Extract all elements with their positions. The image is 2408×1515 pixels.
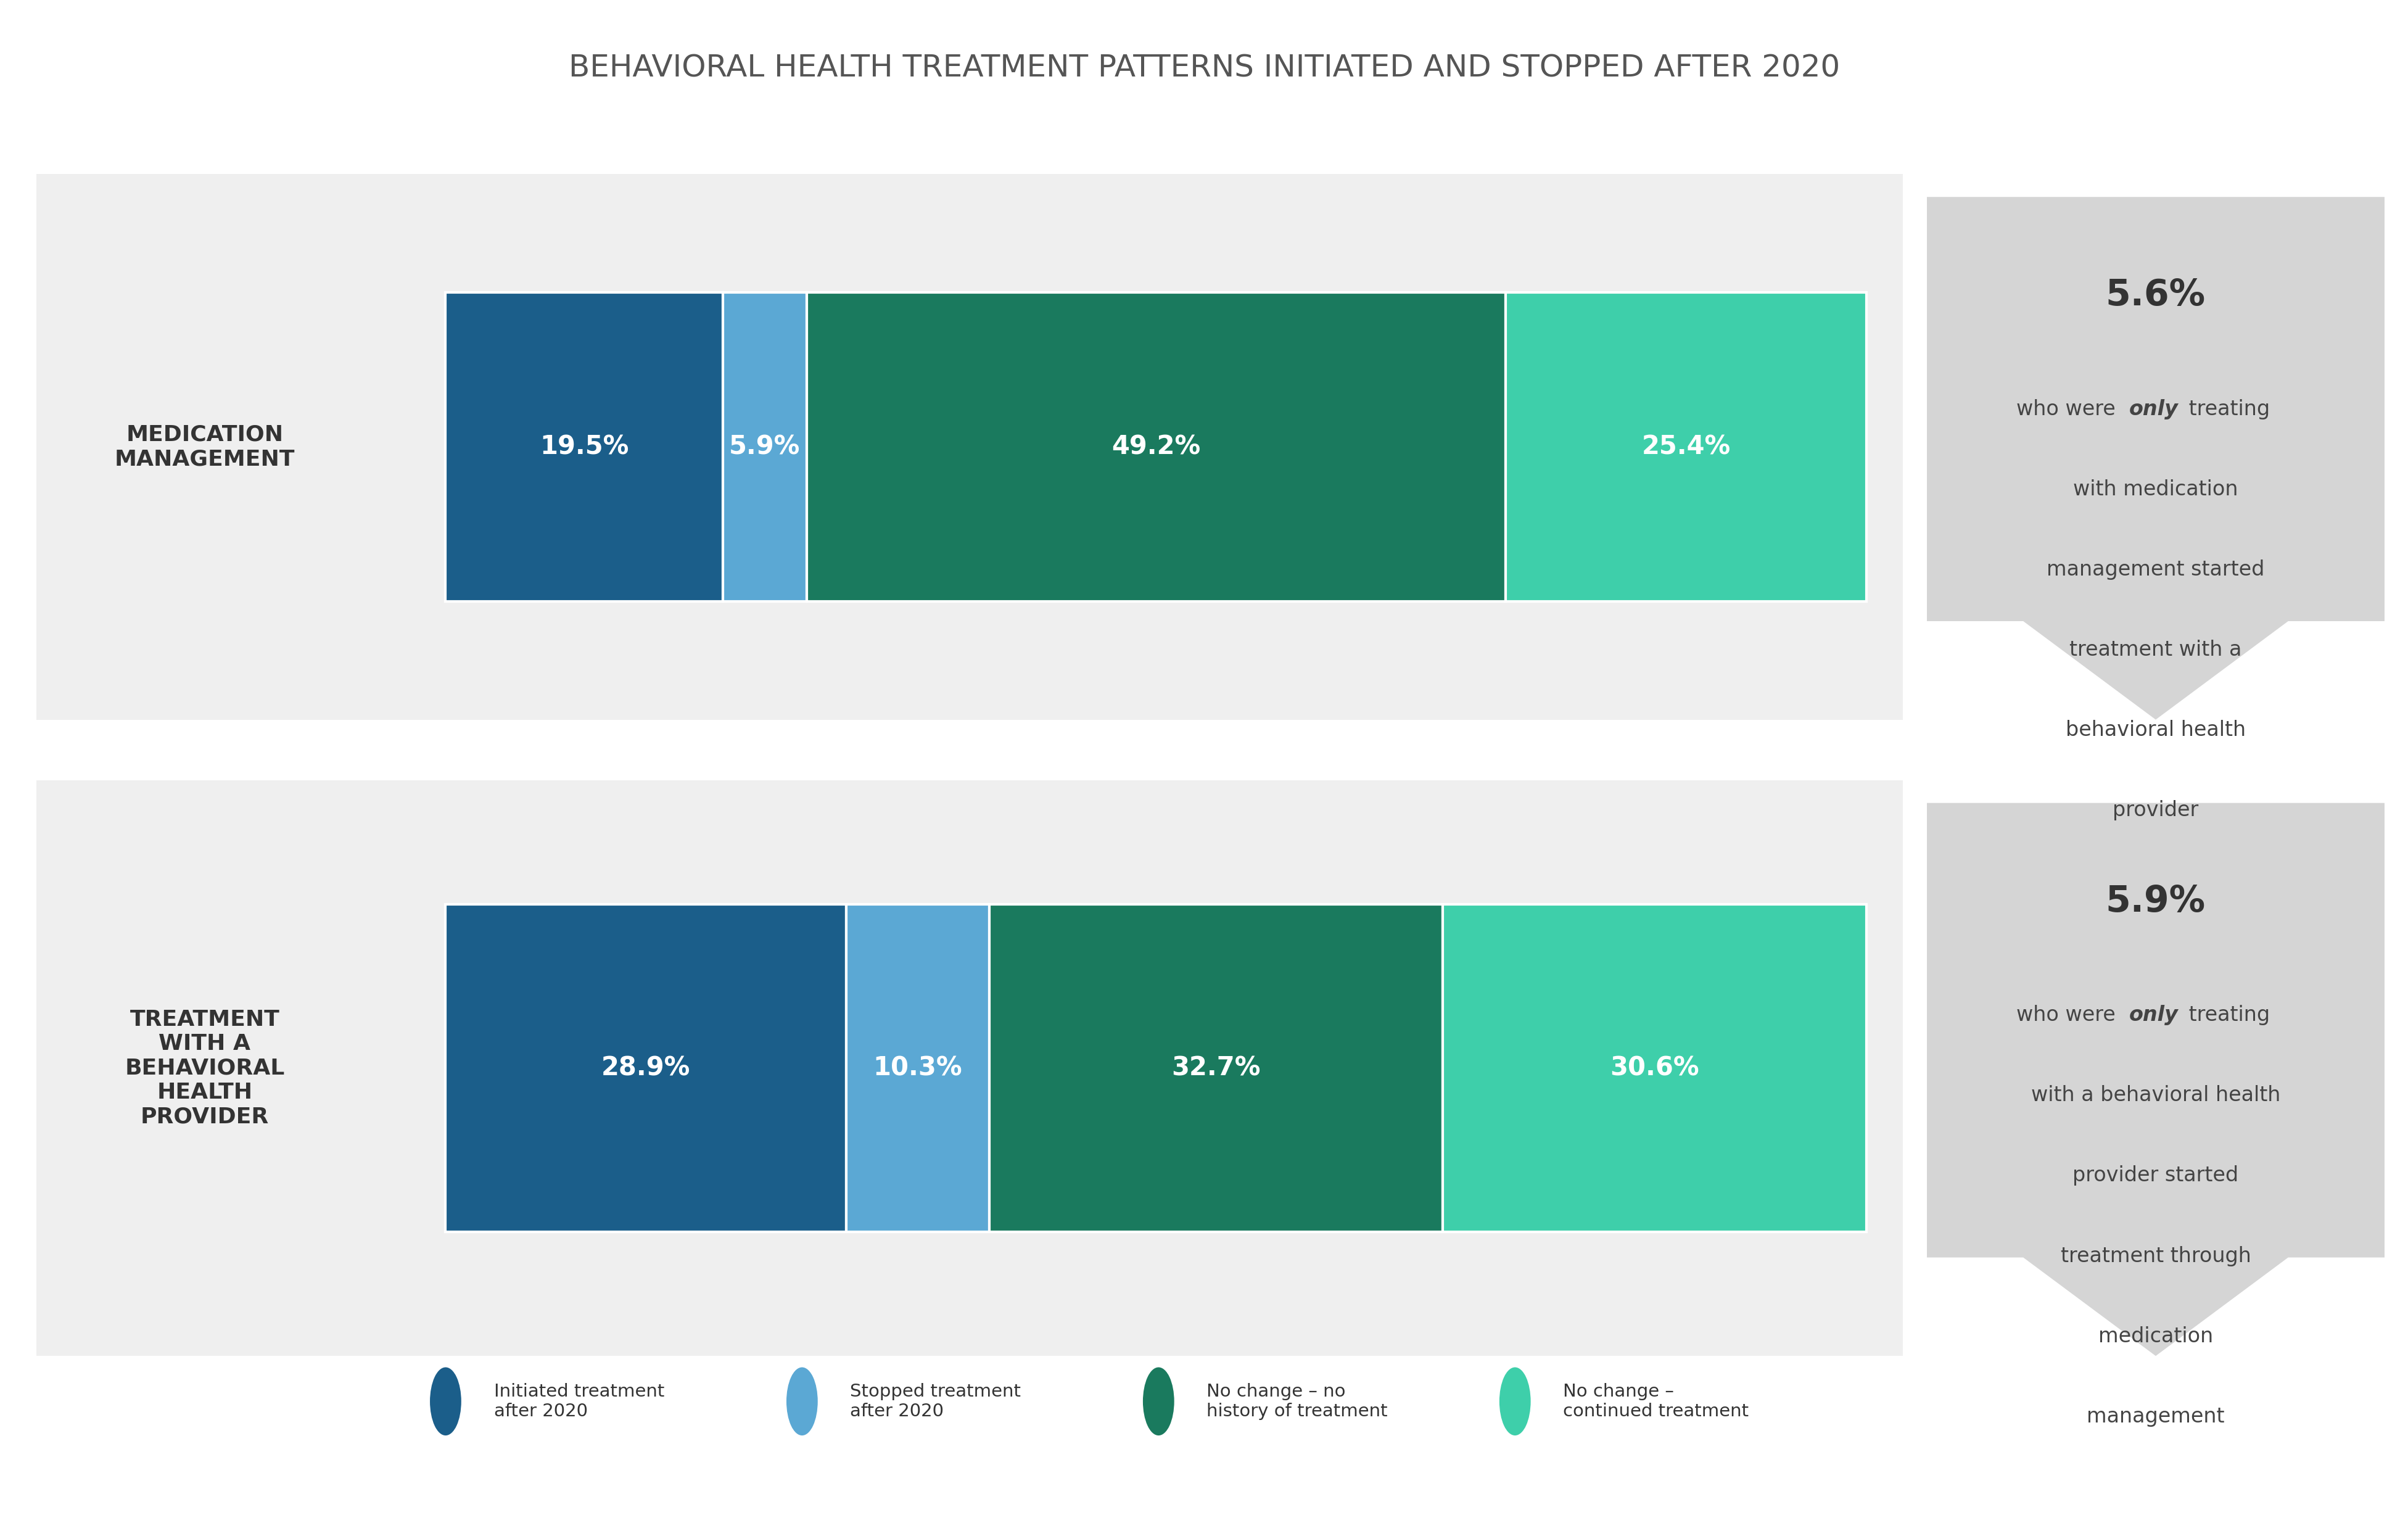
FancyBboxPatch shape — [845, 904, 990, 1232]
Text: 10.3%: 10.3% — [872, 1054, 963, 1082]
Text: only: only — [2129, 1004, 2177, 1026]
FancyBboxPatch shape — [990, 904, 1442, 1232]
Text: 19.5%: 19.5% — [539, 433, 628, 461]
Text: treatment through: treatment through — [2059, 1245, 2251, 1267]
Text: MEDICATION
MANAGEMENT: MEDICATION MANAGEMENT — [116, 424, 294, 470]
Text: with a behavioral health: with a behavioral health — [2030, 1085, 2280, 1106]
Polygon shape — [1926, 803, 2384, 1356]
Text: 49.2%: 49.2% — [1112, 433, 1199, 461]
Text: 28.9%: 28.9% — [602, 1054, 691, 1082]
FancyBboxPatch shape — [807, 292, 1505, 601]
FancyBboxPatch shape — [722, 292, 807, 601]
Ellipse shape — [1498, 1367, 1531, 1436]
Text: provider started: provider started — [2073, 1165, 2237, 1186]
Ellipse shape — [429, 1367, 462, 1436]
Text: provider: provider — [2112, 800, 2199, 821]
FancyBboxPatch shape — [36, 174, 1902, 720]
Text: TREATMENT
WITH A
BEHAVIORAL
HEALTH
PROVIDER: TREATMENT WITH A BEHAVIORAL HEALTH PROVI… — [125, 1009, 284, 1127]
Text: Initiated treatment
after 2020: Initiated treatment after 2020 — [494, 1383, 665, 1420]
Text: Stopped treatment
after 2020: Stopped treatment after 2020 — [850, 1383, 1021, 1420]
Text: 30.6%: 30.6% — [1609, 1054, 1698, 1082]
Text: treating: treating — [2182, 398, 2268, 420]
Text: treatment with a: treatment with a — [2068, 639, 2242, 661]
Text: No change – no
history of treatment: No change – no history of treatment — [1206, 1383, 1387, 1420]
Text: management: management — [2085, 1406, 2225, 1427]
Text: 5.6%: 5.6% — [2105, 277, 2206, 314]
Text: who were: who were — [2015, 398, 2121, 420]
Text: 5.9%: 5.9% — [2105, 883, 2206, 920]
Ellipse shape — [785, 1367, 816, 1436]
Text: treating: treating — [2182, 1004, 2268, 1026]
Text: 5.9%: 5.9% — [730, 433, 799, 461]
FancyBboxPatch shape — [36, 780, 1902, 1356]
FancyBboxPatch shape — [445, 904, 845, 1232]
FancyBboxPatch shape — [445, 292, 722, 601]
Text: 32.7%: 32.7% — [1170, 1054, 1259, 1082]
Text: behavioral health: behavioral health — [2066, 720, 2244, 741]
Polygon shape — [1926, 197, 2384, 720]
Ellipse shape — [1141, 1367, 1175, 1436]
Text: management started: management started — [2047, 559, 2264, 580]
Text: No change –
continued treatment: No change – continued treatment — [1563, 1383, 1748, 1420]
Text: who were: who were — [2015, 1004, 2121, 1026]
FancyBboxPatch shape — [1505, 292, 1866, 601]
FancyBboxPatch shape — [1442, 904, 1866, 1232]
Text: with medication: with medication — [2073, 479, 2237, 500]
Text: only: only — [2129, 398, 2177, 420]
Text: BEHAVIORAL HEALTH TREATMENT PATTERNS INITIATED AND STOPPED AFTER 2020: BEHAVIORAL HEALTH TREATMENT PATTERNS INI… — [568, 53, 1840, 83]
Text: 25.4%: 25.4% — [1642, 433, 1731, 461]
Text: medication: medication — [2097, 1326, 2213, 1347]
